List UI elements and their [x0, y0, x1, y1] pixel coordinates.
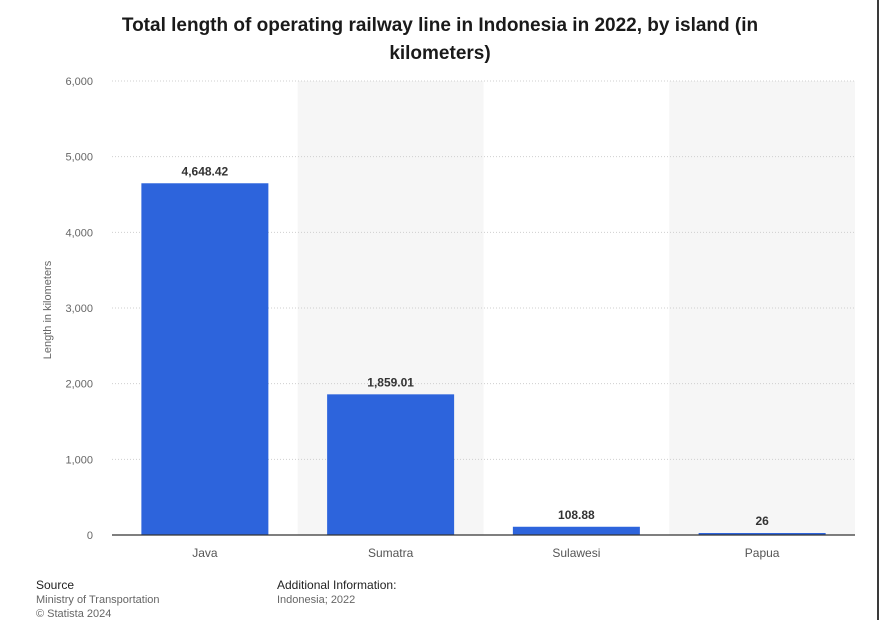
y-tick-label: 2,000 — [65, 379, 93, 391]
x-tick-label: Java — [192, 546, 218, 560]
additional-info-line: Indonesia; 2022 — [277, 594, 356, 606]
data-label: 1,859.01 — [367, 375, 414, 389]
bar[interactable] — [698, 533, 826, 535]
source-block: Source Ministry of Transportation © Stat… — [36, 578, 160, 621]
y-tick-label: 1,000 — [65, 454, 93, 466]
y-tick-label: 0 — [87, 530, 93, 542]
y-tick-label: 6,000 — [65, 76, 93, 88]
data-label: 4,648.42 — [182, 164, 229, 178]
window-edge — [877, 0, 879, 620]
data-label: 108.88 — [558, 508, 595, 522]
bar-chart: 0 1,000 2,000 3,000 4,000 5,000 6,000 Length in… — [42, 76, 855, 560]
x-tick-label: Sumatra — [368, 546, 414, 560]
y-tick-label: 4,000 — [65, 227, 93, 239]
data-label: 26 — [755, 514, 769, 528]
y-tick-label: 3,000 — [65, 303, 93, 315]
x-tick-label: Papua — [745, 546, 780, 560]
x-tick-label: Sulawesi — [552, 546, 600, 560]
source-heading: Source — [36, 578, 75, 592]
chart-title: Total length of operating railway line i… — [121, 15, 759, 64]
source-line[interactable]: Ministry of Transportation — [36, 594, 160, 606]
bar[interactable] — [327, 394, 455, 535]
additional-info-block: Additional Information: Indonesia; 2022 — [277, 578, 396, 607]
y-tick-label: 5,000 — [65, 152, 93, 164]
y-axis-label: Length in kilometers — [42, 260, 54, 359]
bar[interactable] — [512, 526, 640, 535]
additional-info-heading: Additional Information: — [277, 578, 397, 592]
bar[interactable] — [141, 183, 269, 536]
copyright-line[interactable]: © Statista 2024 — [36, 608, 112, 620]
